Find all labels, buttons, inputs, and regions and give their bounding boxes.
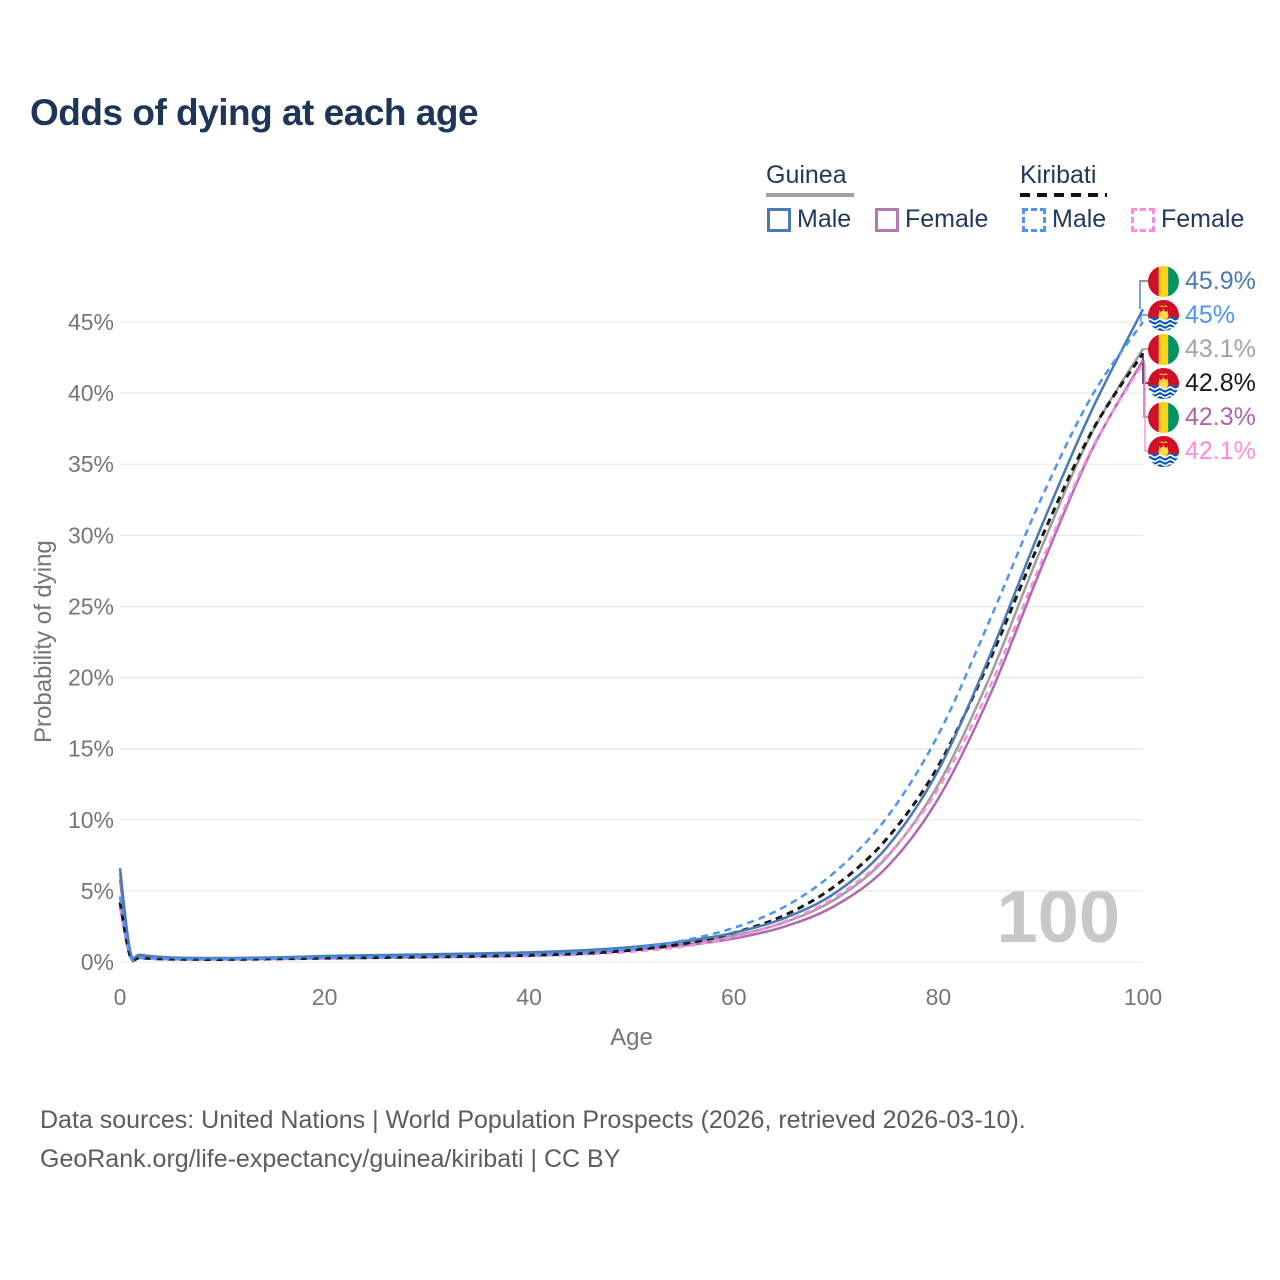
line-end-label-guinea-male: 45.9% [1148, 266, 1256, 297]
end-value: 42.8% [1185, 369, 1256, 397]
legend-item-guinea-female[interactable]: Female [875, 205, 988, 234]
kiribati-flag-icon [1148, 300, 1179, 331]
leader-line [1143, 360, 1150, 418]
legend-item-kiribati-female[interactable]: Female [1131, 205, 1244, 234]
x-axis-tick: 20 [312, 984, 338, 1010]
series-line-kiribati-female [118, 362, 1145, 963]
line-end-label-kiribati-female: 42.1% [1148, 436, 1256, 467]
end-value: 43.1% [1185, 335, 1256, 363]
guinea-flag-icon [1148, 402, 1179, 433]
x-axis-tick: 40 [516, 984, 542, 1010]
y-axis-tick: 25% [68, 593, 114, 619]
kiribati-flag-icon [1148, 436, 1179, 467]
x-axis-tick: 100 [1124, 984, 1162, 1010]
y-axis-tick: 45% [68, 309, 114, 335]
data-sources-text: Data sources: United Nations | World Pop… [40, 1106, 1026, 1134]
legend-item-kiribati-male[interactable]: Male [1022, 205, 1106, 234]
end-value: 45.9% [1185, 267, 1256, 295]
line-end-label-guinea-both: 43.1% [1148, 334, 1256, 365]
guinea-flag-icon [1148, 334, 1179, 365]
legend-group-kiribati: Kiribati [1020, 161, 1107, 197]
x-axis-tick: 80 [926, 984, 952, 1010]
y-axis-tick: 20% [68, 665, 114, 691]
end-value: 45% [1185, 301, 1236, 329]
legend-label: Female [1161, 205, 1245, 233]
end-value: 42.3% [1185, 403, 1256, 431]
guinea-male-swatch-icon [767, 207, 791, 232]
line-end-label-kiribati-both: 42.8% [1148, 368, 1256, 399]
x-axis-tick: 0 [114, 984, 127, 1010]
legend-guinea-line-sample [766, 193, 854, 197]
legend-group-guinea: Guinea [766, 161, 854, 197]
leader-line [1139, 280, 1150, 310]
x-axis-tick: 60 [721, 984, 747, 1010]
x-axis-title: Age [610, 1024, 653, 1051]
kiribati-male-swatch-icon [1022, 207, 1046, 232]
y-axis-tick: 15% [68, 736, 114, 762]
y-axis-tick: 5% [81, 878, 114, 904]
guinea-female-swatch-icon [875, 207, 899, 232]
legend-label: Male [797, 205, 852, 233]
series-line-guinea-female [118, 359, 1145, 961]
end-value: 42.1% [1185, 437, 1256, 465]
series-line-kiribati-both [118, 352, 1145, 963]
legend-guinea-title: Guinea [766, 161, 847, 189]
kiribati-flag-icon [1148, 368, 1179, 399]
kiribati-female-swatch-icon [1131, 207, 1155, 232]
legend-label: Male [1052, 205, 1107, 233]
y-axis-tick: 35% [68, 451, 114, 477]
y-axis-tick: 10% [68, 807, 114, 833]
guinea-flag-icon [1148, 266, 1179, 297]
y-axis-tick: 40% [68, 380, 114, 406]
line-end-label-guinea-female: 42.3% [1148, 402, 1256, 433]
legend-kiribati-title: Kiribati [1020, 161, 1097, 189]
page-title: Odds of dying at each age [30, 92, 479, 133]
legend-item-guinea-male[interactable]: Male [767, 205, 851, 234]
line-end-label-kiribati-male: 45% [1148, 300, 1235, 331]
attribution-text: GeoRank.org/life-expectancy/guinea/kirib… [40, 1145, 621, 1173]
series-line-guinea-male [118, 308, 1145, 960]
age-watermark: 100 [996, 875, 1120, 958]
y-axis-tick: 0% [81, 949, 114, 975]
leader-line [1142, 353, 1150, 384]
series-line-kiribati-male [118, 321, 1145, 962]
legend-kiribati-line-sample [1020, 193, 1107, 197]
legend-label: Female [905, 205, 989, 233]
y-axis-tick: 30% [68, 522, 114, 548]
